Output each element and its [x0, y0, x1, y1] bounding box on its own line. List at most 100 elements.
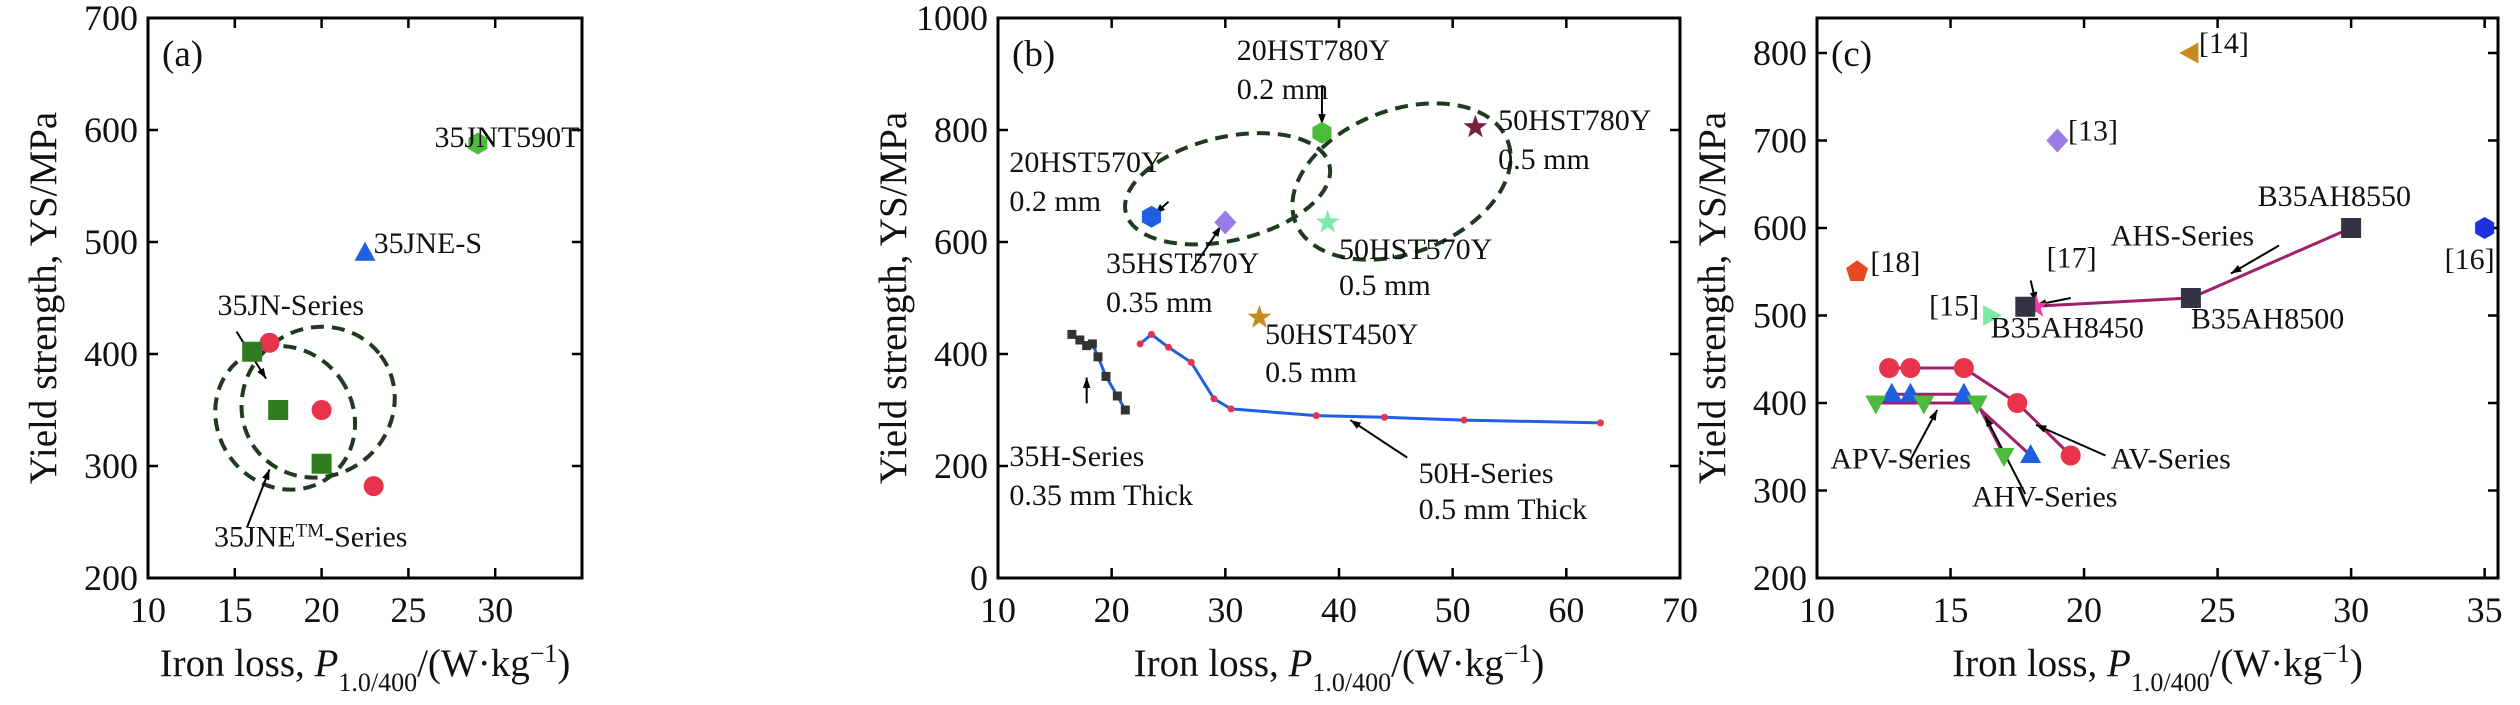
y-axis-label: Yield strength, YS/MPa — [872, 112, 915, 484]
data-point — [1136, 340, 1144, 348]
panel-c: 10 15 20 25 30 35 200 300 400 500 600 700 800 (c) Yiel… — [1691, 16, 2503, 697]
annotation-text: 0.5 mm — [1498, 143, 1590, 176]
annotation-text: 35JNE-S — [374, 227, 482, 260]
x-tick-label: 10 — [130, 590, 166, 630]
annotation-label: 50H-Series — [1419, 457, 1554, 490]
x-axis-label-part: Iron loss, — [1952, 642, 2107, 685]
data-point — [311, 400, 332, 420]
annotation-text: [18] — [1870, 246, 1920, 279]
annotation-text: 50HST780Y — [1498, 104, 1651, 137]
data-point — [1596, 419, 1604, 427]
x-tick-label: 25 — [2200, 590, 2236, 630]
data-point — [242, 341, 263, 362]
panel-label: (a) — [162, 34, 203, 75]
annotation-label: 50HST570Y — [1339, 233, 1492, 266]
leader-arrowhead — [2035, 424, 2047, 433]
data-point — [1112, 391, 1122, 401]
annotation-label: [14] — [2199, 27, 2249, 60]
data-point — [1900, 358, 1921, 378]
data-point — [363, 476, 384, 497]
annotation-label: 50HST780Y — [1498, 104, 1651, 137]
group-ellipse — [1123, 131, 1333, 247]
x-axis-label: Iron loss, P1.0/400/(W·kg−1) — [160, 639, 571, 697]
annotation-text: B35AH8450 — [1991, 311, 2144, 344]
x-tick-label: 40 — [1321, 590, 1357, 630]
leader-arrowhead — [262, 469, 270, 481]
annotation-text: 0.5 mm — [1265, 356, 1357, 389]
data-point — [2024, 294, 2048, 317]
annotation-text: 0.2 mm — [1009, 185, 1101, 218]
panel-label: (b) — [1012, 34, 1055, 75]
annotation-label: 0.5 mm Thick — [1419, 493, 1588, 526]
plot-frame — [1815, 16, 2500, 580]
leader-arrowhead — [1350, 420, 1362, 429]
data-point — [1165, 343, 1172, 351]
annotation-label: [16] — [2445, 243, 2495, 276]
y-tick-label: 400 — [84, 334, 138, 374]
data-point — [1312, 121, 1332, 144]
annotation-text: 50HST450Y — [1265, 318, 1418, 351]
annotation-text: 0.5 mm — [1339, 269, 1431, 302]
y-tick-label: 200 — [934, 446, 988, 486]
x-axis-label-part: /(W·kg — [417, 642, 530, 685]
data-point — [1101, 371, 1111, 381]
leader-arrowhead — [1211, 226, 1221, 238]
annotation-text: 0.5 mm Thick — [1419, 493, 1588, 526]
x-axis-label-part: P — [1288, 642, 1313, 685]
annotation-label: 0.5 mm — [1498, 143, 1590, 176]
y-tick-label: 300 — [84, 446, 138, 486]
data-point — [2007, 393, 2028, 413]
series-line — [1891, 392, 2032, 457]
data-point — [1075, 335, 1085, 345]
x-axis-label-part: Iron loss, — [1134, 642, 1289, 685]
annotation-text: 50HST570Y — [1339, 233, 1492, 266]
y-tick-label: 600 — [84, 110, 138, 150]
annotation-label: [18] — [1870, 246, 1920, 279]
annotation-label: 0.5 mm — [1265, 356, 1357, 389]
x-tick-label: 30 — [1207, 590, 1243, 630]
annotation-label: 0.35 mm — [1106, 286, 1213, 319]
annotation-label: B35AH8450 — [1991, 311, 2144, 344]
data-point — [311, 453, 332, 474]
annotation-label: 0.35 mm Thick — [1009, 479, 1193, 512]
data-point — [1187, 358, 1195, 366]
annotation-label: AHS-Series — [2111, 220, 2254, 253]
leader-arrowhead — [2230, 265, 2242, 274]
x-tick-label: 30 — [477, 590, 513, 630]
panel-label: (c) — [1831, 34, 1872, 75]
data-point — [468, 132, 488, 155]
annotation-label: 0.5 mm — [1339, 269, 1431, 302]
annotation-label: [15] — [1929, 290, 1979, 323]
x-axis-label-part: P — [314, 642, 339, 685]
annotation-text: 35H-Series — [1009, 440, 1144, 473]
y-tick-label: 600 — [934, 222, 988, 262]
data-point — [2180, 288, 2201, 308]
x-axis-label-part: ) — [1531, 642, 1544, 685]
x-axis-label-part: /(W·kg — [1391, 642, 1504, 685]
x-axis-label-part: 1.0/400 — [1312, 668, 1391, 697]
annotation-text: [17] — [2047, 241, 2097, 274]
annotation-label: AHV-Series — [1972, 480, 2118, 513]
y-tick-label: 1000 — [916, 0, 988, 38]
data-point — [2046, 128, 2069, 153]
x-axis-label-part: P — [2106, 642, 2131, 685]
plot-frame — [146, 16, 584, 580]
x-axis-label-part: 1.0/400 — [2131, 668, 2210, 697]
data-point — [1879, 358, 1900, 378]
x-tick-label: 15 — [1933, 590, 1969, 630]
annotation-text: B35AH8550 — [2258, 180, 2411, 213]
data-point — [1141, 205, 1161, 228]
leader-arrowhead — [1985, 416, 1994, 428]
annotation-label: 0.2 mm — [1237, 73, 1329, 106]
data-point — [2179, 42, 2199, 64]
data-point — [259, 332, 280, 353]
data-point — [2475, 217, 2495, 239]
annotation-text: [13] — [2068, 115, 2118, 148]
y-axis-label: Yield strength, YS/MPa — [22, 112, 65, 484]
data-point — [1463, 114, 1488, 138]
annotation-text: [16] — [2445, 243, 2495, 276]
x-tick-label: 10 — [1799, 590, 1835, 630]
x-tick-label: 10 — [980, 590, 1016, 630]
annotation-label: 50HST450Y — [1265, 318, 1418, 351]
